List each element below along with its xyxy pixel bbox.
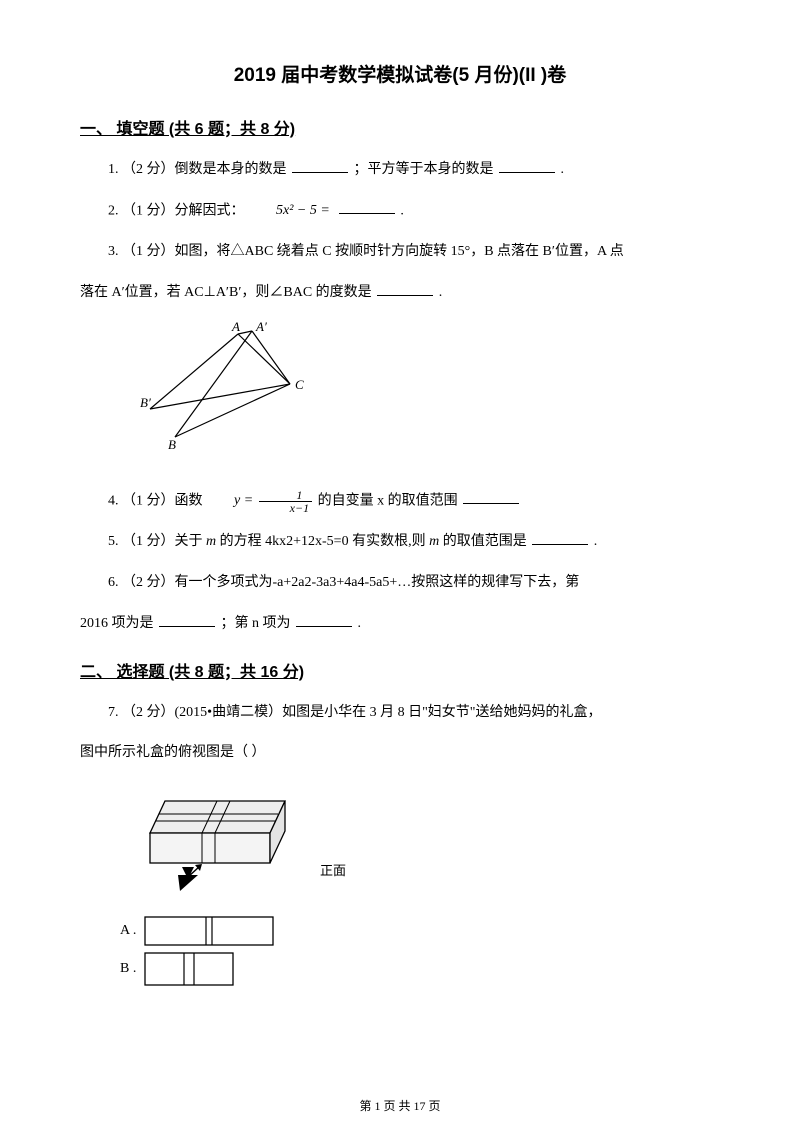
- q2-text-a: 2. （1 分）分解因式：: [108, 203, 245, 218]
- q3-end: .: [439, 285, 443, 300]
- frac-numerator: 1: [259, 489, 312, 502]
- fraction: 1 x−1: [259, 489, 312, 514]
- q6-text-a: 2016 项为是: [80, 616, 157, 631]
- triangle-diagram: A A′ B′ B C: [140, 319, 340, 469]
- option-a-figure: [144, 916, 274, 946]
- q4-text-a: 4. （1 分）函数: [108, 493, 206, 508]
- blank: [532, 531, 588, 545]
- blank: [292, 159, 348, 173]
- option-b-label: B .: [120, 958, 136, 980]
- var-m: m: [429, 534, 439, 549]
- page-footer: 第 1 页 共 17 页: [0, 1097, 800, 1114]
- question-6-line2: 2016 项为是 ；第 n 项为 .: [80, 609, 720, 640]
- var-m: m: [206, 534, 216, 549]
- svg-text:A: A: [231, 319, 240, 334]
- q5-text-a: 5. （1 分）关于: [108, 534, 206, 549]
- question-7-line2: 图中所示礼盒的俯视图是（ ）: [80, 738, 720, 769]
- question-4: 4. （1 分）函数 y = 1 x−1 的自变量 x 的取值范围: [80, 486, 720, 517]
- option-b-figure: [144, 952, 234, 986]
- blank: [377, 282, 433, 296]
- svg-text:C: C: [295, 377, 304, 392]
- q3-text: 落在 A′位置，若 AC⊥A′B′，则∠BAC 的度数是: [80, 285, 372, 300]
- blank: [463, 490, 519, 504]
- question-2: 2. （1 分）分解因式： 5x² − 5 = .: [80, 196, 720, 227]
- q6-end: .: [358, 616, 362, 631]
- q4-formula-prefix: y =: [206, 486, 253, 517]
- page-title: 2019 届中考数学模拟试卷(5 月份)(II )卷: [80, 60, 720, 87]
- question-5: 5. （1 分）关于 m 的方程 4kx2+12x-5=0 有实数根,则 m 的…: [80, 527, 720, 558]
- question-3-line1: 3. （1 分）如图，将△ABC 绕着点 C 按顺时针方向旋转 15°，B 点落…: [80, 237, 720, 268]
- frac-denominator: x−1: [259, 502, 312, 514]
- question-1: 1. （2 分）倒数是本身的数是 ；平方等于本身的数是 .: [80, 155, 720, 186]
- section-2-header: 二、 选择题 (共 8 题；共 16 分): [80, 658, 720, 682]
- question-3-line2: 落在 A′位置，若 AC⊥A′B′，则∠BAC 的度数是 .: [80, 278, 720, 309]
- front-label: 正面: [320, 863, 346, 878]
- svg-text:A′: A′: [255, 319, 267, 334]
- figure-giftbox: 正面: [140, 779, 720, 904]
- q6-text-b: ；第 n 项为: [221, 616, 291, 631]
- question-6-line1: 6. （2 分）有一个多项式为‐a+2a2‐3a3+4a4‐5a5+…按照这样的…: [80, 568, 720, 599]
- option-b: B .: [120, 952, 720, 986]
- option-a: A .: [120, 916, 720, 946]
- question-7-line1: 7. （2 分）(2015•曲靖二模）如图是小华在 3 月 8 日"妇女节"送给…: [80, 698, 720, 729]
- q1-text-b: ；平方等于本身的数是: [354, 162, 494, 177]
- q1-text-a: 1. （2 分）倒数是本身的数是: [108, 162, 287, 177]
- q4-text-b: 的自变量 x 的取值范围: [318, 493, 458, 508]
- giftbox-diagram: [140, 779, 310, 899]
- figure-triangle: A A′ B′ B C: [140, 319, 720, 474]
- blank: [499, 159, 555, 173]
- q2-text-end: .: [400, 203, 404, 218]
- q5-text-b: 的方程 4kx2+12x-5=0 有实数根,则: [220, 534, 429, 549]
- blank: [296, 613, 352, 627]
- q5-text-c: 的取值范围是: [443, 534, 527, 549]
- q1-text-c: .: [561, 162, 565, 177]
- svg-text:B′: B′: [140, 395, 151, 410]
- svg-text:B: B: [168, 437, 176, 452]
- section-1-header: 一、 填空题 (共 6 题；共 8 分): [80, 115, 720, 139]
- blank: [339, 200, 395, 214]
- blank: [159, 613, 215, 627]
- q2-formula: 5x² − 5 =: [248, 196, 330, 227]
- option-a-label: A .: [120, 920, 136, 942]
- q5-end: .: [594, 534, 598, 549]
